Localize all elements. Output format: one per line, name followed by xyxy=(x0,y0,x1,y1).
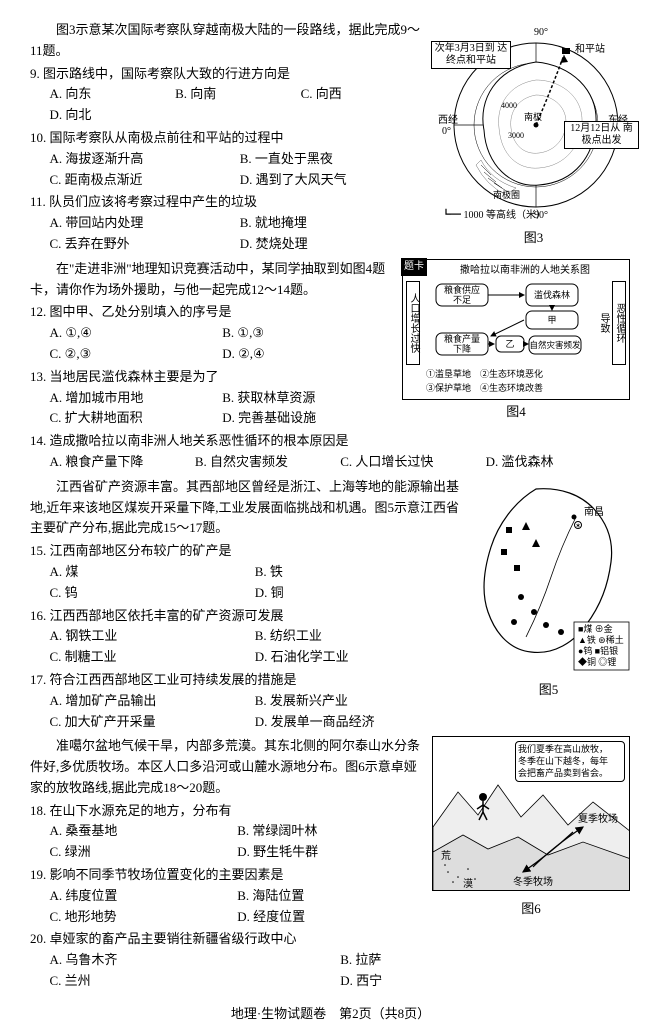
q16-opt-b: B. 纺织工业 xyxy=(255,626,460,647)
fig4-legend: ①滥垦草地 ②生态环境恶化 ③保护草地 ④生态环境改善 xyxy=(406,367,626,396)
svg-text:冬季牧场: 冬季牧场 xyxy=(513,875,553,888)
q14-opt-c: C. 人口增长过快 xyxy=(340,452,485,473)
q12-opt-a: A. ①,④ xyxy=(50,323,223,344)
fig6-caption: 图6 xyxy=(431,899,631,920)
svg-text:粮食产量: 粮食产量 xyxy=(443,333,479,344)
svg-text:不足: 不足 xyxy=(452,295,470,305)
q20-opt-d: D. 西宁 xyxy=(340,971,631,992)
question-20: 20. 卓娅家的畜产品主要销往新疆省级行政中心 A. 乌鲁木齐 B. 拉萨 C.… xyxy=(30,929,631,991)
fig5-caption: 图5 xyxy=(466,680,631,701)
q20-stem: 20. 卓娅家的畜产品主要销往新疆省级行政中心 xyxy=(30,929,631,950)
q15-opt-b: B. 铁 xyxy=(255,562,460,583)
svg-text:●钨 ■铝银: ●钨 ■铝银 xyxy=(578,645,618,656)
q16-opt-a: A. 钢铁工业 xyxy=(50,626,255,647)
right-box: 恶性循环 xyxy=(612,281,626,365)
q16-opt-c: C. 制糖工业 xyxy=(50,647,255,668)
svg-text:▲铁 ⊛稀土: ▲铁 ⊛稀土 xyxy=(578,634,624,645)
svg-text:滥伐森林: 滥伐森林 xyxy=(533,289,569,300)
svg-text:4000: 4000 xyxy=(501,101,517,110)
q18-opt-d: D. 野生牦牛群 xyxy=(237,842,425,863)
q11-opt-c: C. 丢弃在野外 xyxy=(50,234,240,255)
q9-opt-a: A. 向东 xyxy=(50,84,176,105)
svg-text:◆铜 ◎锂: ◆铜 ◎锂 xyxy=(578,656,616,667)
q20-opt-a: A. 乌鲁木齐 xyxy=(50,950,341,971)
q11-opt-d: D. 焚烧处理 xyxy=(240,234,430,255)
svg-text:甲: 甲 xyxy=(547,315,556,325)
svg-text:南昌: 南昌 xyxy=(584,505,604,518)
svg-text:夏季牧场: 夏季牧场 xyxy=(578,812,618,825)
q20-opt-b: B. 拉萨 xyxy=(340,950,631,971)
figure-5: ✶ 南昌 ■煤 ⊕金 ▲铁 ⊛稀土 ●钨 ■铝银 ◆铜 ◎锂 图5 xyxy=(466,477,631,701)
svg-text:西经: 西经 xyxy=(438,113,458,126)
q18-opt-b: B. 常绿阔叶林 xyxy=(237,821,425,842)
svg-text:✶: ✶ xyxy=(575,522,581,530)
fig4-title: 撒哈拉以南非洲的人地关系图 xyxy=(424,263,626,279)
q12-opt-b: B. ①,③ xyxy=(222,323,395,344)
fig3-caption: 图3 xyxy=(436,228,631,249)
q20-opt-c: C. 兰州 xyxy=(50,971,341,992)
flow-diagram: 粮食供应 不足 滥伐森林 甲 粮食产量 下降 乙 自然灾害频发 xyxy=(431,281,586,359)
q19-opt-d: D. 经度位置 xyxy=(237,907,425,928)
question-14: 14. 造成撒哈拉以南非洲人地关系恶性循环的根本原因是 A. 粮食产量下降 B.… xyxy=(30,431,631,473)
left-box: 人口增长过快 xyxy=(406,281,420,365)
arrive-label: 次年3月3日到 达终点和平站 xyxy=(431,41,511,69)
svg-text:■煤 ⊕金: ■煤 ⊕金 xyxy=(578,623,613,634)
svg-text:荒: 荒 xyxy=(441,850,451,862)
q9-opt-b: B. 向南 xyxy=(175,84,301,105)
q14-opt-d: D. 滥伐森林 xyxy=(486,452,631,473)
q13-opt-d: D. 完善基础设施 xyxy=(222,408,395,429)
page-footer: 地理·生物试题卷 第2页（共8页） xyxy=(30,1004,631,1025)
q14-opt-b: B. 自然灾害频发 xyxy=(195,452,340,473)
svg-text:90°: 90° xyxy=(534,27,548,38)
svg-text:南极: 南极 xyxy=(524,111,542,122)
q10-opt-b: B. 一直处于黑夜 xyxy=(240,149,430,170)
fig4-caption: 图4 xyxy=(401,402,631,423)
figure-6: 我们夏季在高山放牧， 冬季在山下越冬，每年 会把畜产品卖到省会。 夏季牧场 冬季… xyxy=(431,736,631,920)
q19-opt-a: A. 纬度位置 xyxy=(50,886,238,907)
q13-opt-a: A. 增加城市用地 xyxy=(50,388,223,409)
q18-opt-c: C. 绿洲 xyxy=(50,842,238,863)
q19-opt-b: B. 海陆位置 xyxy=(237,886,425,907)
q13-opt-c: C. 扩大耕地面积 xyxy=(50,408,223,429)
q17-opt-d: D. 发展单一商品经济 xyxy=(255,712,460,733)
svg-text:粮食供应: 粮食供应 xyxy=(443,284,479,295)
svg-text:乙: 乙 xyxy=(505,339,514,349)
svg-text:自然灾害频发: 自然灾害频发 xyxy=(529,340,581,350)
figure-4: 题卡 撒哈拉以南非洲的人地关系图 人口增长过快 粮食供应 不足 滥伐森林 甲 粮… xyxy=(401,259,631,423)
svg-text:下降: 下降 xyxy=(452,343,470,354)
q11-opt-b: B. 就地掩埋 xyxy=(240,213,430,234)
card-tag: 题卡 xyxy=(401,258,427,276)
q18-opt-a: A. 桑蚕基地 xyxy=(50,821,238,842)
q13-opt-b: B. 获取林草资源 xyxy=(222,388,395,409)
scale-label: ┗━ 1000 等高线（米） xyxy=(441,208,546,224)
q17-opt-b: B. 发展新兴产业 xyxy=(255,691,460,712)
svg-text:3000: 3000 xyxy=(508,131,524,140)
depart-label: 12月12日从 南极点出发 xyxy=(564,121,639,149)
q15-opt-d: D. 铜 xyxy=(255,583,460,604)
q17-opt-a: A. 增加矿产品输出 xyxy=(50,691,255,712)
q11-opt-a: A. 带回站内处理 xyxy=(50,213,240,234)
svg-text:南极圈: 南极圈 xyxy=(493,189,520,200)
jiangxi-map: ✶ 南昌 ■煤 ⊕金 ▲铁 ⊛稀土 ●钨 ■铝银 ◆铜 ◎锂 xyxy=(466,477,631,672)
svg-text:漠: 漠 xyxy=(463,878,473,890)
q15-opt-c: C. 钨 xyxy=(50,583,255,604)
lead-text: 导致 xyxy=(596,281,610,365)
figure-3: 和平站 90° 90° 西经 0° 东经 180° 南极 4000 3000 南… xyxy=(436,20,631,249)
q9-opt-c: C. 向西 xyxy=(301,84,427,105)
svg-text:0°: 0° xyxy=(442,126,451,137)
q9-opt-d: D. 向北 xyxy=(50,105,176,126)
q10-opt-d: D. 遇到了大风天气 xyxy=(240,170,430,191)
q12-opt-c: C. ②,③ xyxy=(50,344,223,365)
note-box: 我们夏季在高山放牧， 冬季在山下越冬，每年 会把畜产品卖到省会。 xyxy=(515,741,625,782)
q14-stem: 14. 造成撒哈拉以南非洲人地关系恶性循环的根本原因是 xyxy=(30,431,631,452)
q15-opt-a: A. 煤 xyxy=(50,562,255,583)
q17-opt-c: C. 加大矿产开采量 xyxy=(50,712,255,733)
q14-opt-a: A. 粮食产量下降 xyxy=(50,452,195,473)
q19-opt-c: C. 地形地势 xyxy=(50,907,238,928)
q10-opt-a: A. 海拔逐渐升高 xyxy=(50,149,240,170)
q12-opt-d: D. ②,④ xyxy=(222,344,395,365)
q16-opt-d: D. 石油化学工业 xyxy=(255,647,460,668)
svg-text:和平站: 和平站 xyxy=(575,42,605,55)
q10-opt-c: C. 距南极点渐近 xyxy=(50,170,240,191)
